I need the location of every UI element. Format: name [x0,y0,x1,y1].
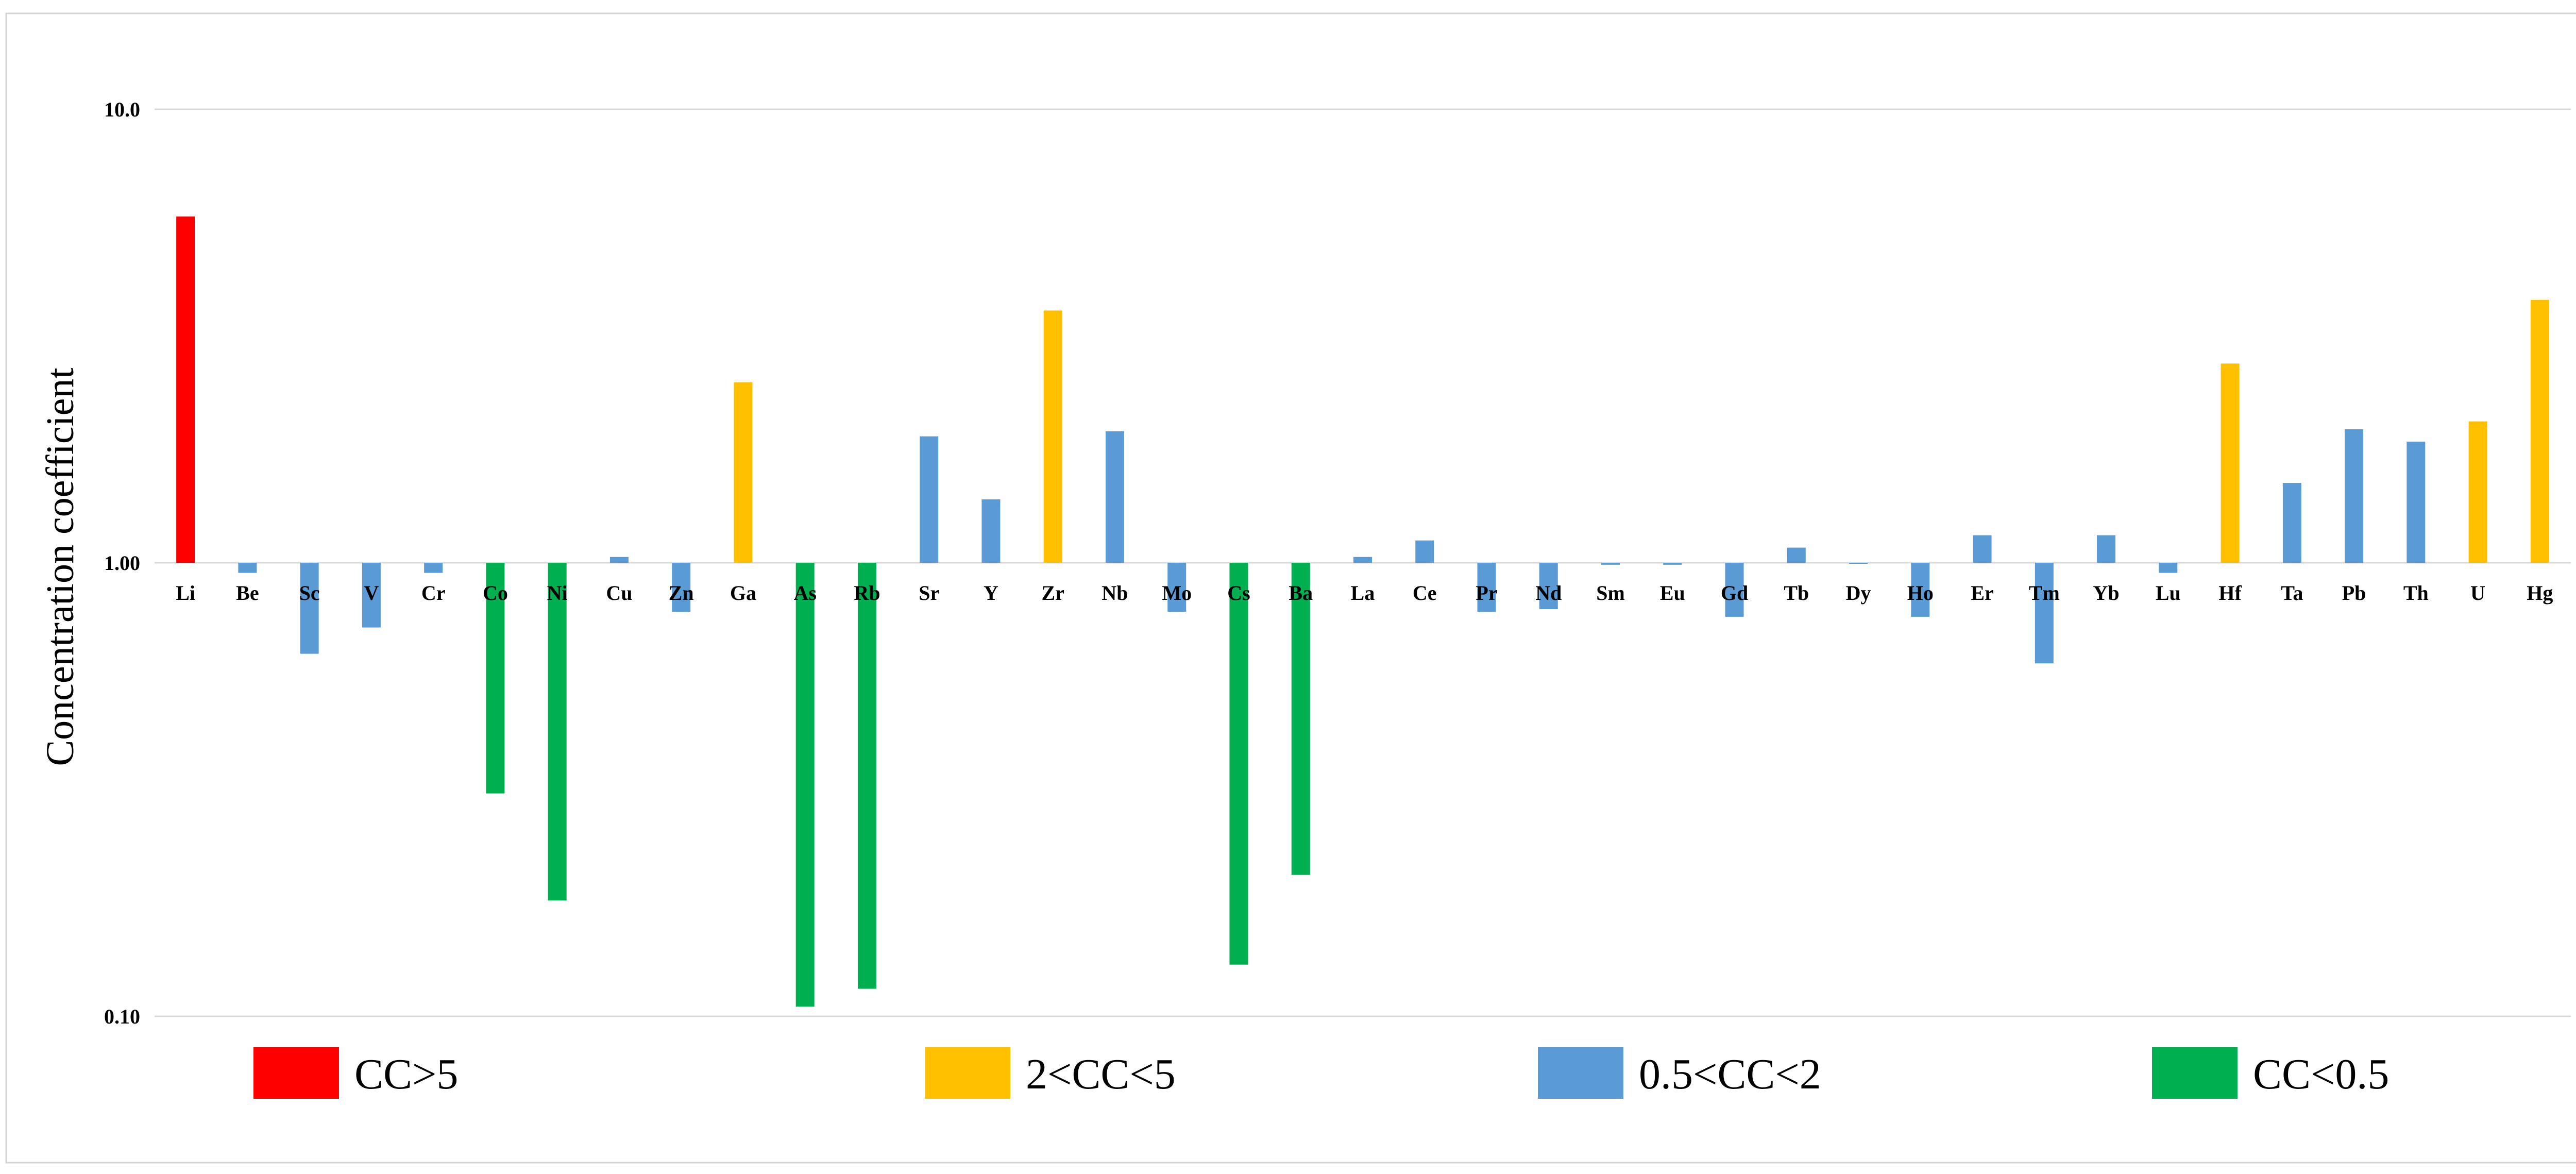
bar-ta [2282,483,2301,563]
bar-y [981,499,1001,563]
category-labels: Li Be Sc V Cr Co Ni Cu Zn Ga As Rb Sr Y Zr Nb Mo Cs Ba La Ce… [176,581,2553,605]
category-label-gd: Gd [1721,581,1748,605]
bar-cs [1229,563,1248,965]
y-tick-label: 0.10 [104,1005,140,1028]
bar-dy [1849,563,1868,564]
bar-hf [2221,363,2240,563]
legend-swatch [925,1047,1010,1099]
legend: CC>5 2<CC<5 0.5<CC<2 CC<0.5 [253,1047,2389,1099]
bar-pb [2345,429,2364,563]
category-label-cu: Cu [606,581,632,605]
legend-label: 0.5<CC<2 [1639,1050,1821,1098]
y-tick-label: 1.00 [104,551,140,575]
bar-lu [2159,563,2178,573]
bar-ni [548,563,567,901]
bar-er [1973,535,1992,563]
bar-u [2468,421,2487,563]
bar-ga [734,382,753,563]
category-label-mo: Mo [1162,581,1192,605]
category-label-rb: Rb [854,581,880,605]
category-label-eu: Eu [1660,581,1685,605]
category-label-u: U [2470,581,2485,605]
category-label-pr: Pr [1476,581,1497,605]
category-label-tm: Tm [2029,581,2060,605]
category-label-ga: Ga [730,581,756,605]
bar-zr [1043,310,1062,563]
bar-mo [1167,563,1187,612]
category-label-th: Th [2403,581,2429,605]
bar-rb [857,563,876,989]
category-label-ba: Ba [1289,581,1313,605]
bar-pr [1477,563,1496,612]
legend-swatch [2152,1047,2238,1099]
category-label-y: Y [984,581,998,605]
category-label-as: As [793,581,816,605]
category-label-ce: Ce [1413,581,1437,605]
bar-tb [1787,547,1806,563]
bar-th [2406,441,2426,563]
bar-zn [672,563,691,612]
category-label-cr: Cr [421,581,446,605]
bar-nb [1105,431,1124,563]
figure-border [5,12,2576,1164]
category-label-li: Li [176,581,195,605]
bar-co [486,563,505,794]
bar-cr [424,563,443,573]
category-label-sm: Sm [1596,581,1625,605]
category-label-zn: Zn [669,581,694,605]
bar-ba [1291,563,1310,875]
category-label-nb: Nb [1101,581,1128,605]
category-label-v: V [364,581,379,605]
bar-sm [1601,563,1620,565]
bar-gd [1725,563,1744,617]
bar-nd [1539,563,1558,610]
bar-sc [300,563,319,654]
category-label-be: Be [236,581,259,605]
bar-eu [1663,563,1682,565]
bar-tm [2035,563,2054,664]
legend-swatch [253,1047,339,1099]
bar-as [795,563,815,1007]
category-label-la: La [1351,581,1375,605]
category-label-ni: Ni [547,581,568,605]
bars [176,216,2549,1007]
bar-li [176,216,195,563]
bar-ce [1415,540,1434,563]
bar-yb [2097,535,2116,563]
category-label-sc: Sc [299,581,320,605]
category-label-dy: Dy [1846,581,1871,605]
category-label-tb: Tb [1784,581,1809,605]
legend-label: 2<CC<5 [1026,1050,1176,1098]
category-label-co: Co [483,581,508,605]
y-tick-label: 10.0 [104,98,140,121]
category-label-hg: Hg [2527,581,2553,605]
category-label-hf: Hf [2218,581,2242,605]
bar-hg [2530,299,2549,563]
y-tick-labels: 10.0 1.00 0.10 [104,98,140,1028]
bar-ho [1911,563,1930,617]
legend-label: CC>5 [354,1050,458,1098]
category-label-sr: Sr [919,581,939,605]
category-label-ta: Ta [2281,581,2303,605]
bar-la [1353,557,1372,563]
category-label-nd: Nd [1535,581,1562,605]
y-axis-title: Concentration coefficient [39,367,82,766]
legend-label: CC<0.5 [2253,1050,2389,1098]
legend-swatch [1538,1047,1623,1099]
category-label-er: Er [1971,581,1993,605]
bar-sr [920,436,939,563]
bar-cu [609,557,629,563]
category-label-zr: Zr [1041,581,1064,605]
category-label-ho: Ho [1907,581,1934,605]
category-label-yb: Yb [2093,581,2120,605]
category-label-pb: Pb [2342,581,2366,605]
category-label-cs: Cs [1227,581,1250,605]
bar-v [362,563,381,628]
category-label-lu: Lu [2156,581,2181,605]
bar-be [238,563,257,573]
